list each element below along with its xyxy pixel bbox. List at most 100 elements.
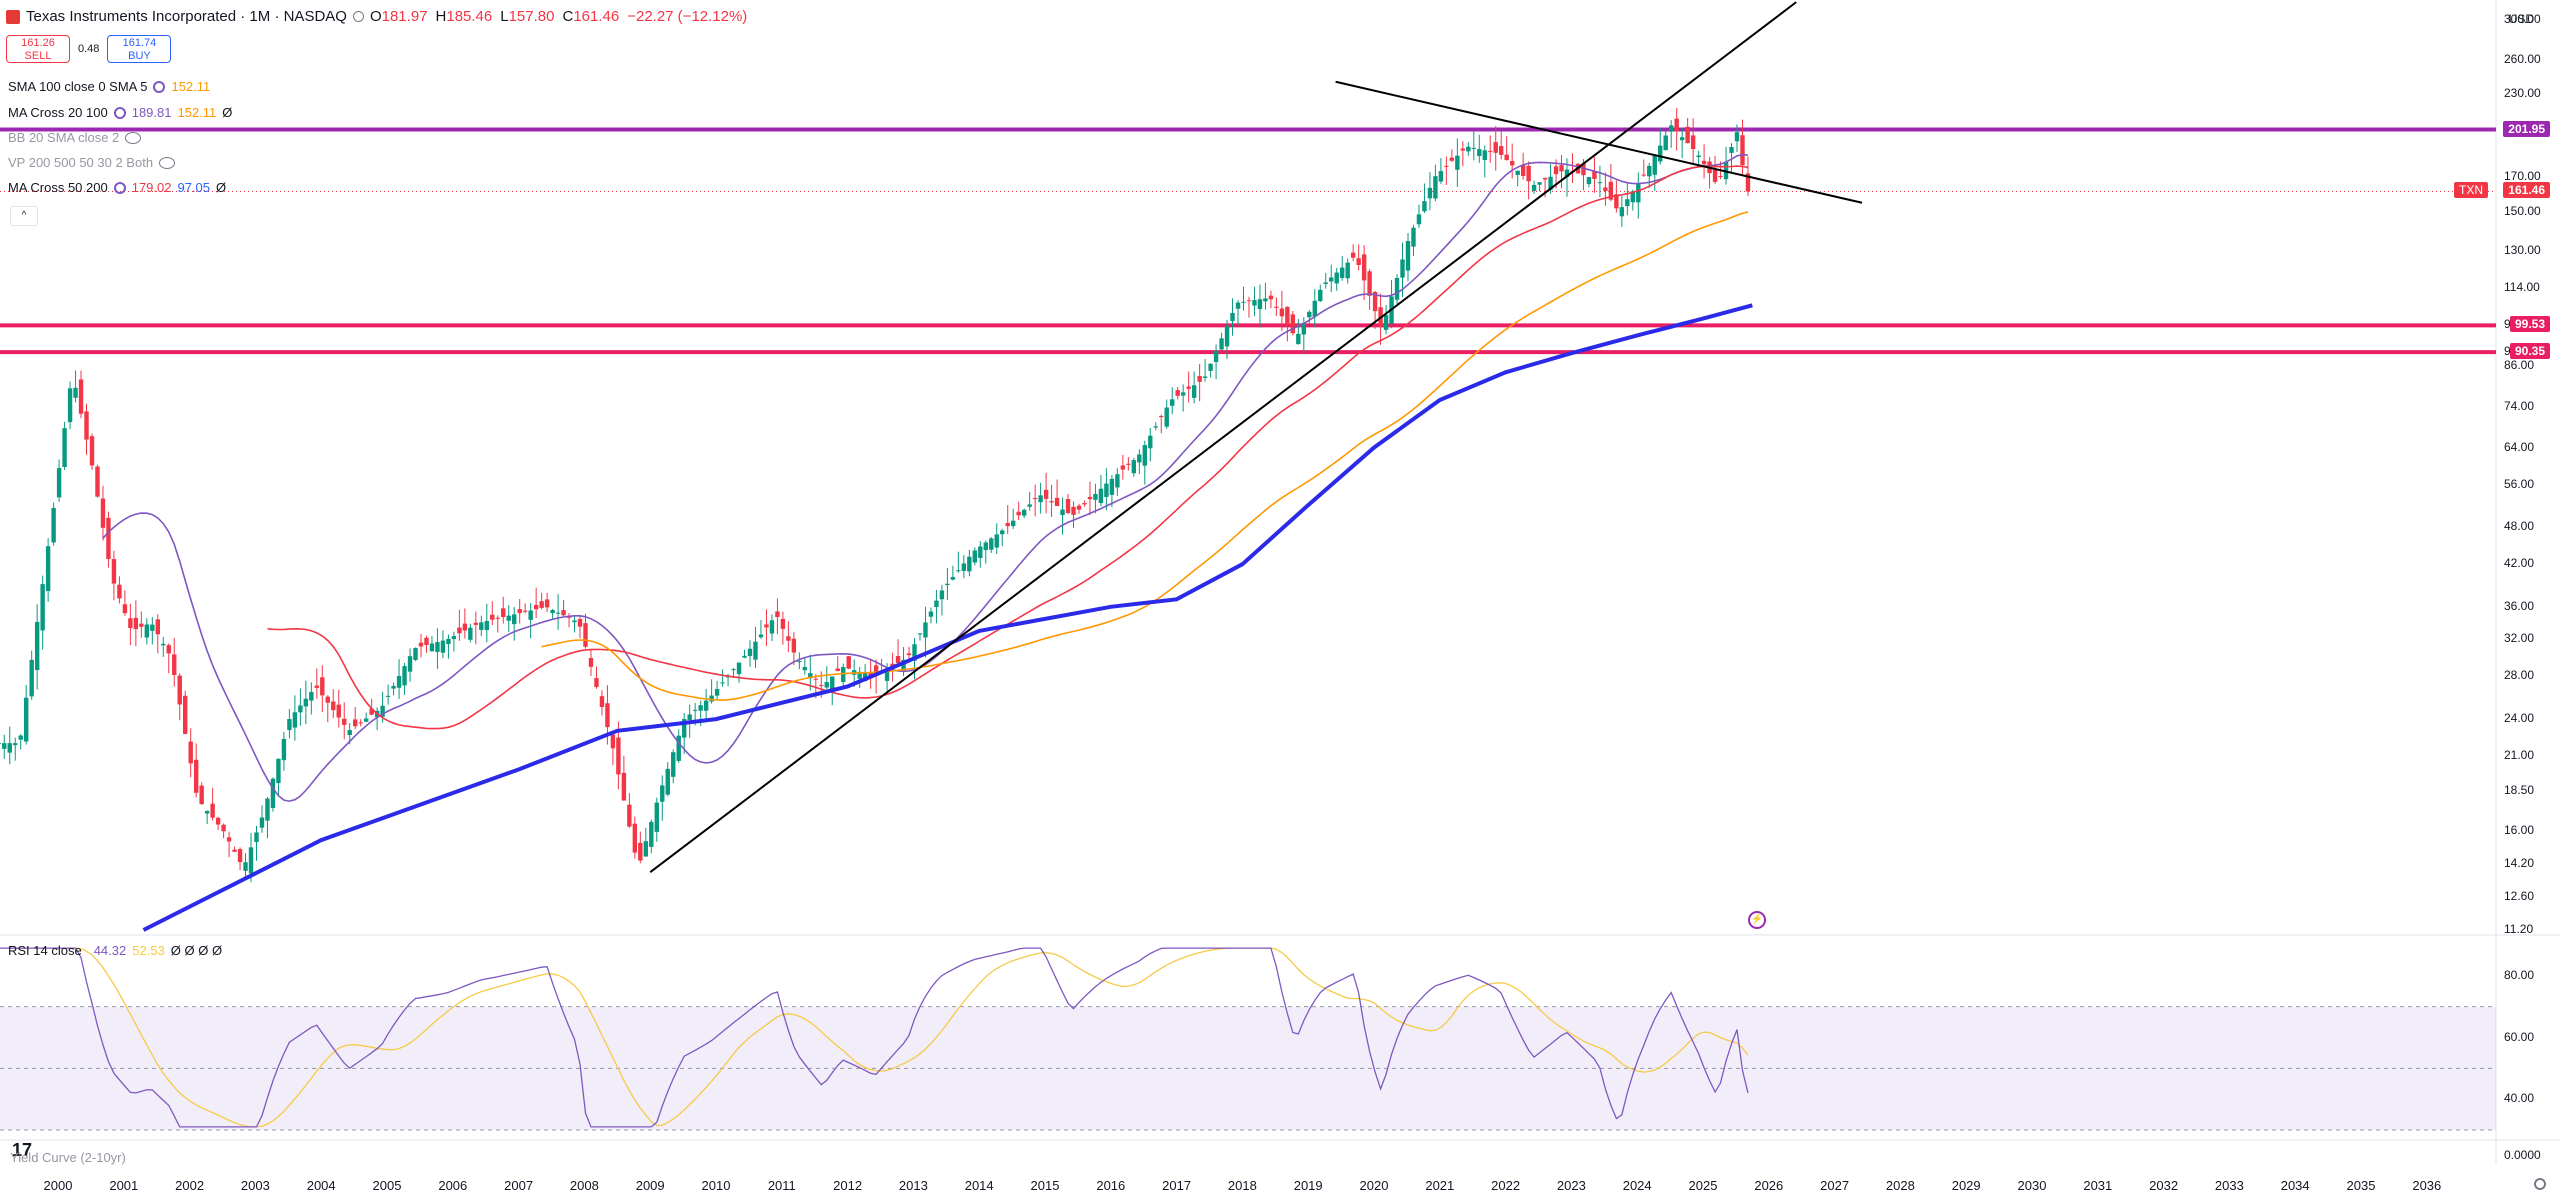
candle-body — [599, 696, 605, 707]
rsi-header[interactable]: RSI 14 close 44.32 52.53 Ø Ø Ø Ø — [8, 943, 223, 958]
candle-body — [978, 546, 983, 558]
candle-body — [237, 849, 243, 863]
candle-body — [506, 615, 511, 621]
price-tick-label: 32.00 — [2504, 631, 2535, 646]
candle-body — [45, 546, 51, 592]
candle-body — [1658, 145, 1663, 162]
year-tick-label: 2021 — [1425, 1178, 1455, 1193]
candle-body — [671, 752, 676, 777]
candle-body — [1394, 277, 1400, 300]
candle-body — [391, 685, 396, 689]
candle-body — [1082, 503, 1087, 505]
symbol-title[interactable]: Texas Instruments Incorporated · 1M · NA… — [26, 8, 347, 25]
candle-body — [791, 638, 797, 653]
year-tick-label: 2028 — [1885, 1178, 1915, 1193]
candle-body — [270, 778, 276, 808]
candle-body — [643, 841, 649, 857]
candle-body — [1537, 182, 1542, 185]
candle-body — [753, 641, 758, 660]
candle-body — [808, 673, 813, 679]
candle-body — [720, 682, 725, 684]
yield-curve-header[interactable]: Yield Curve (2-10yr) — [10, 1150, 126, 1165]
candle-body — [1290, 314, 1296, 334]
chart-settings-icon[interactable] — [2534, 1178, 2546, 1190]
candle-body — [1444, 165, 1449, 167]
candle-body — [1005, 522, 1010, 527]
change-value: −22.27 (−12.12%) — [627, 8, 748, 25]
candle-body — [1115, 474, 1120, 488]
candle-body — [934, 600, 939, 608]
candle-body — [1482, 150, 1487, 161]
candle-body — [1372, 291, 1378, 312]
candle-body — [1153, 426, 1158, 428]
hidden-eye-icon[interactable] — [159, 156, 176, 169]
candle-body — [1367, 271, 1372, 296]
hidden-eye-icon[interactable] — [125, 131, 142, 144]
indicator-ma-cross-50-200[interactable]: MA Cross 50 200 179.02 97.05 Ø — [8, 180, 227, 195]
year-tick-label: 2011 — [767, 1178, 796, 1193]
candle-body — [901, 659, 906, 671]
candle-body — [950, 576, 956, 580]
currency-label[interactable]: USD — [2508, 12, 2534, 26]
candle-body — [835, 668, 840, 672]
candle-body — [1515, 170, 1520, 175]
candle-body — [1350, 252, 1356, 258]
indicator-ma-cross-20-100[interactable]: MA Cross 20 100 189.81 152.11 Ø — [8, 105, 233, 120]
candle-body — [1252, 300, 1257, 306]
buy-button[interactable]: 161.74 BUY — [107, 35, 172, 63]
candle-body — [1603, 187, 1608, 191]
lightning-icon[interactable]: ⚡ — [1748, 911, 1766, 929]
candle-body — [1049, 501, 1054, 503]
candle-body — [572, 620, 577, 623]
candle-body — [172, 654, 177, 675]
tradingview-logo[interactable]: 17 — [12, 1140, 33, 1160]
candle-body — [1224, 325, 1230, 347]
candle-body — [0, 743, 1, 745]
candle-body — [555, 612, 561, 614]
indicator-bb[interactable]: BB 20 SMA close 2 — [8, 130, 142, 145]
sell-button[interactable]: 161.26 SELL — [6, 35, 70, 63]
candle-body — [1180, 392, 1186, 396]
candle-body — [1718, 175, 1723, 177]
candle-body — [298, 705, 303, 713]
candle-body — [342, 718, 347, 725]
candle-body — [424, 637, 429, 646]
candle-body — [484, 621, 489, 631]
indicator-sma100[interactable]: SMA 100 close 0 SMA 5 152.11 — [8, 79, 211, 94]
price-tick-label: 86.00 — [2504, 357, 2535, 372]
candle-body — [797, 660, 802, 662]
candle-body — [18, 735, 23, 740]
trendline — [649, 1, 1797, 874]
candle-body — [1542, 177, 1548, 180]
candle-body — [994, 534, 999, 548]
candle-body — [605, 703, 610, 728]
candle-body — [248, 847, 254, 874]
candle-body — [347, 730, 352, 736]
settings-icon[interactable] — [113, 106, 126, 119]
candle-body — [7, 743, 12, 753]
collapse-indicators-button[interactable]: ^ — [10, 206, 38, 226]
candle-body — [429, 643, 435, 652]
candle-body — [1268, 295, 1274, 300]
candle-body — [1455, 155, 1460, 170]
price-tick-label: 11.20 — [2504, 922, 2534, 936]
candle-body — [100, 498, 106, 528]
candle-body — [161, 643, 166, 646]
settings-icon[interactable] — [113, 181, 126, 194]
candle-body — [731, 669, 736, 671]
candle-body — [533, 604, 539, 610]
candle-body — [1065, 499, 1071, 514]
price-tick-label: 114.00 — [2504, 279, 2540, 294]
candle-body — [681, 719, 687, 738]
indicator-vp[interactable]: VP 200 500 50 30 2 Both — [8, 155, 176, 170]
level-price-tag: 201.95 — [2503, 120, 2550, 137]
candle-body — [396, 676, 402, 688]
candle-body — [1109, 478, 1115, 495]
candle-body — [106, 517, 111, 559]
candle-body — [1586, 177, 1592, 185]
settings-icon[interactable] — [153, 80, 166, 93]
candle-body — [1016, 511, 1021, 516]
year-tick-label: 2013 — [898, 1178, 928, 1193]
candle-body — [221, 824, 226, 832]
